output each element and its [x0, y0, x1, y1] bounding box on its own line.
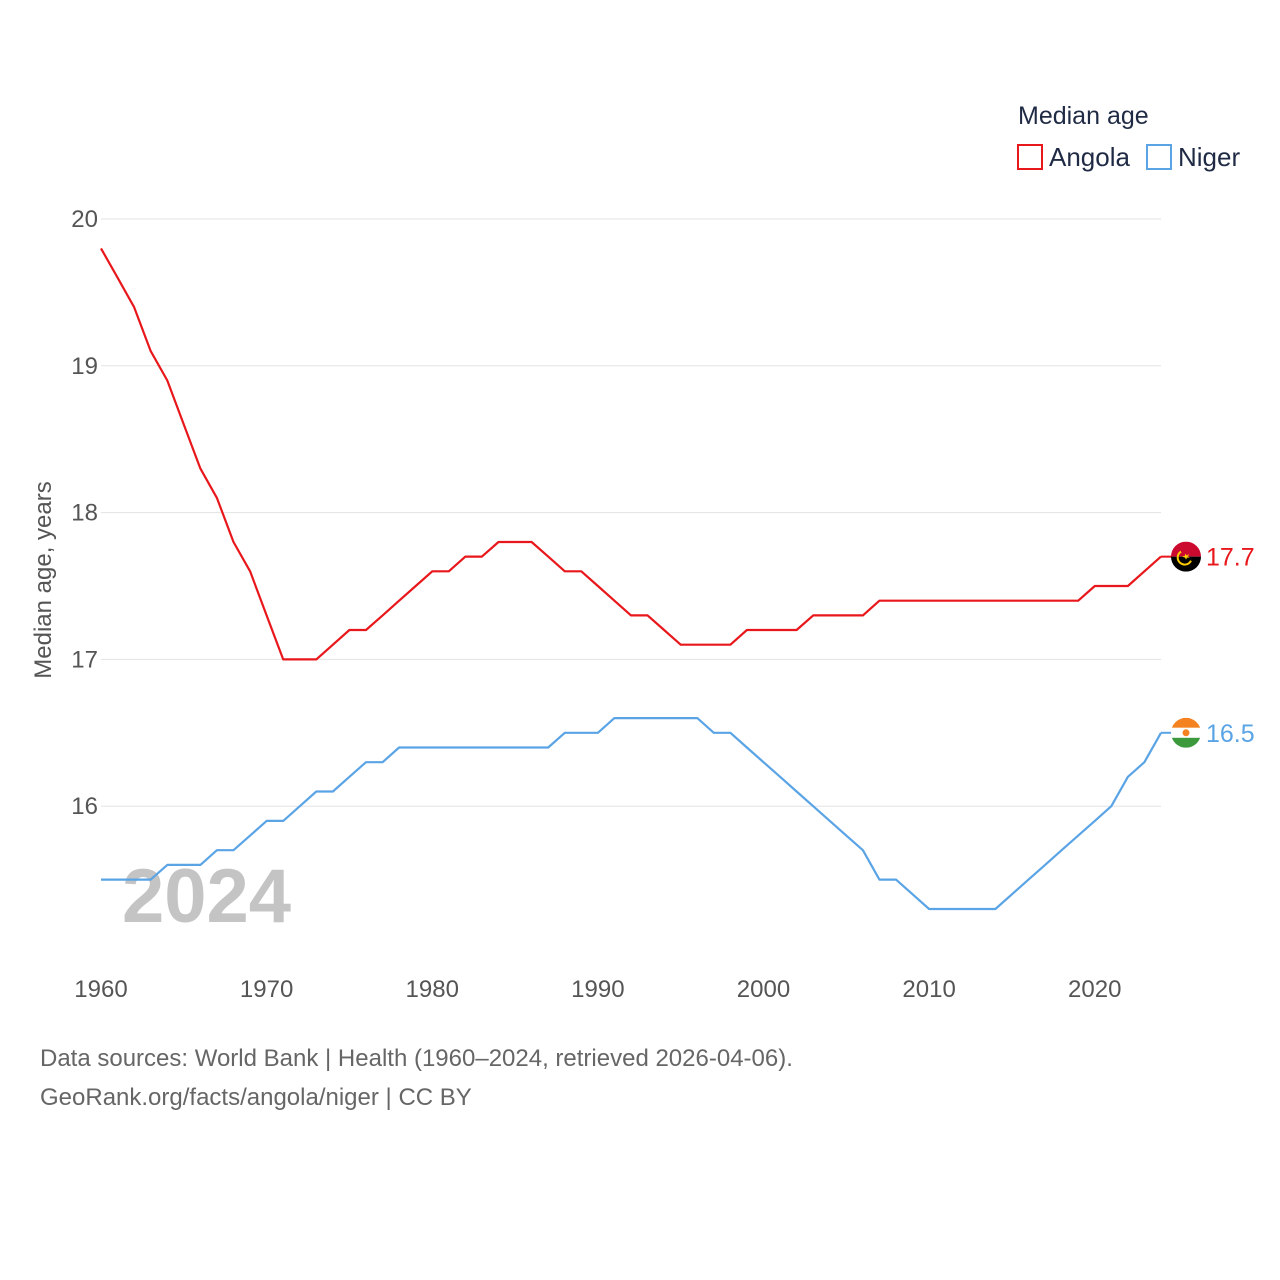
legend-swatch-angola: [1017, 144, 1043, 170]
series-line-angola[interactable]: [100, 247, 1162, 661]
x-axis-ticks: 1960 1970 1980 1990 2000 2010 2020: [74, 976, 1121, 1003]
y-tick-label-19: 19: [71, 353, 98, 380]
x-tick-label-1970: 1970: [240, 976, 293, 1003]
y-axis-title: Median age, years: [30, 481, 57, 678]
series-line-niger[interactable]: [101, 716, 1162, 911]
series-endpoints: 17.7 16.5: [1161, 541, 1255, 748]
x-tick-label-1960: 1960: [74, 976, 127, 1003]
legend-swatch-niger: [1146, 144, 1172, 170]
y-tick-label-17: 17: [71, 646, 98, 673]
credit-link[interactable]: GeoRank.org/facts/angola/niger | CC BY: [40, 1084, 472, 1111]
y-tick-label-18: 18: [71, 500, 98, 527]
gridlines: [101, 218, 1161, 807]
y-axis-ticks: 16 17 18 19 20: [71, 206, 98, 820]
niger-flag-icon: [1171, 717, 1201, 748]
year-watermark: 2024: [122, 854, 291, 939]
legend-title: Median age: [1018, 102, 1149, 130]
x-tick-label-1980: 1980: [406, 976, 459, 1003]
legend-label-angola: Angola: [1049, 142, 1130, 172]
x-tick-label-2000: 2000: [737, 976, 790, 1003]
legend-item-angola[interactable]: Angola: [1017, 142, 1130, 172]
end-value-label-angola: 17.7: [1206, 544, 1255, 572]
angola-flag-icon: [1171, 541, 1201, 572]
data-source-note: Data sources: World Bank | Health (1960–…: [40, 1045, 793, 1072]
legend: Median age Angola Niger: [1017, 102, 1240, 172]
end-value-label-niger: 16.5: [1206, 720, 1255, 748]
series-lines: [100, 247, 1162, 911]
x-tick-label-1990: 1990: [571, 976, 624, 1003]
y-tick-label-20: 20: [71, 206, 98, 233]
legend-item-niger[interactable]: Niger: [1146, 142, 1240, 172]
legend-label-niger: Niger: [1178, 142, 1240, 172]
x-tick-label-2010: 2010: [902, 976, 955, 1003]
y-tick-label-16: 16: [71, 793, 98, 820]
x-tick-label-2020: 2020: [1068, 976, 1121, 1003]
